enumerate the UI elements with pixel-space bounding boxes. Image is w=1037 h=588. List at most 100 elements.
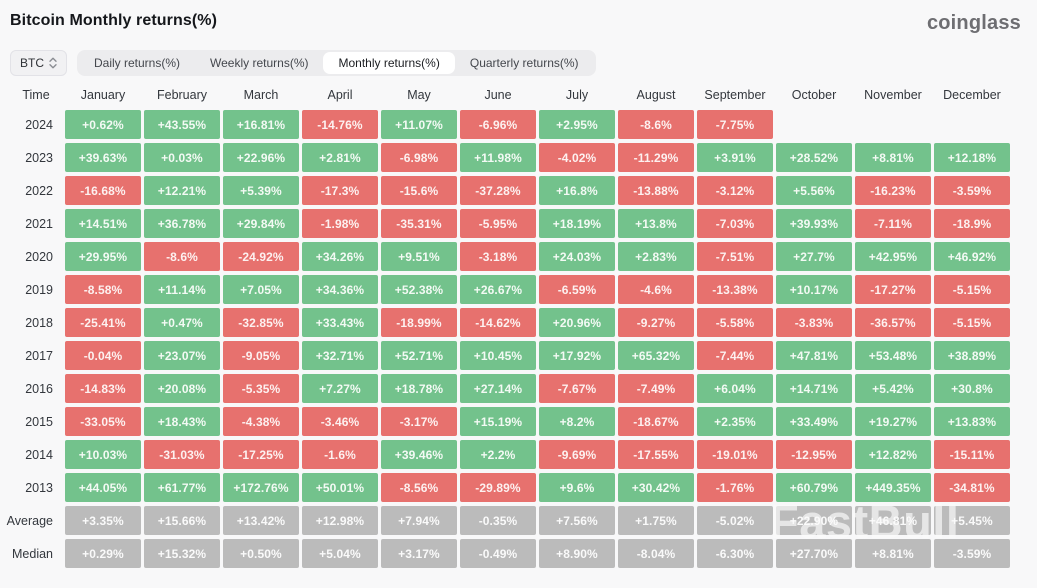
return-cell: +34.26%: [302, 242, 378, 271]
return-cell: +33.43%: [302, 308, 378, 337]
return-cell: +5.39%: [223, 176, 299, 205]
return-cell: -11.29%: [618, 143, 694, 172]
return-cell: +19.27%: [855, 407, 931, 436]
return-cell: +24.03%: [539, 242, 615, 271]
return-cell: +18.19%: [539, 209, 615, 238]
return-cell: +2.83%: [618, 242, 694, 271]
row-label: 2023: [25, 150, 53, 165]
return-cell: +5.42%: [855, 374, 931, 403]
return-cell: +42.95%: [855, 242, 931, 271]
return-cell: +11.07%: [381, 110, 457, 139]
return-cell: +30.42%: [618, 473, 694, 502]
coin-selector-label: BTC: [20, 56, 44, 70]
column-header-march: March: [243, 88, 279, 102]
return-cell: -19.01%: [697, 440, 773, 469]
column-header-row: Time January February March April May June July…: [0, 88, 1037, 102]
table-row-average: Average +3.35% +15.66% +13.42% +12.98% +7.94%…: [0, 506, 1037, 535]
return-cell: +0.50%: [223, 539, 299, 568]
return-cell: -3.59%: [934, 176, 1010, 205]
table-row-2023: 2023 +39.63% +0.03% +22.96% +2.81% -6.98% +11.…: [0, 143, 1037, 172]
return-cell: -7.44%: [697, 341, 773, 370]
row-label: 2020: [25, 249, 53, 264]
return-cell: +449.35%: [855, 473, 931, 502]
return-cell: +20.96%: [539, 308, 615, 337]
coin-selector[interactable]: BTC: [10, 50, 67, 76]
table-row-2024: 2024 +0.62% +43.55% +16.81% -14.76% +11.07% -6…: [0, 110, 1037, 139]
return-cell: +29.84%: [223, 209, 299, 238]
return-cell: +9.51%: [381, 242, 457, 271]
return-cell: +0.47%: [144, 308, 220, 337]
return-cell: -1.6%: [302, 440, 378, 469]
return-cell: +2.2%: [460, 440, 536, 469]
return-cell: -5.02%: [697, 506, 773, 535]
return-cell: -33.05%: [65, 407, 141, 436]
return-cell: -1.98%: [302, 209, 378, 238]
table-row-2014: 2014 +10.03% -31.03% -17.25% -1.6% +39.46% +2.…: [0, 440, 1037, 469]
return-cell: +18.78%: [381, 374, 457, 403]
return-cell: +7.94%: [381, 506, 457, 535]
tab-quarterly-returns[interactable]: Quarterly returns(%): [469, 56, 579, 70]
row-label: 2015: [25, 414, 53, 429]
return-cell: +3.17%: [381, 539, 457, 568]
return-cell: -7.75%: [697, 110, 773, 139]
column-header-november: November: [864, 88, 922, 102]
return-cell: -0.04%: [65, 341, 141, 370]
return-cell: -5.15%: [934, 275, 1010, 304]
return-cell: -3.59%: [934, 539, 1010, 568]
tab-daily-returns[interactable]: Daily returns(%): [94, 56, 181, 70]
row-label: 2022: [25, 183, 53, 198]
return-cell: -13.88%: [618, 176, 694, 205]
return-cell: +172.76%: [223, 473, 299, 502]
return-cell: -0.35%: [460, 506, 536, 535]
return-cell: +23.07%: [144, 341, 220, 370]
table-row-2022: 2022 -16.68% +12.21% +5.39% -17.3% -15.6% -37.…: [0, 176, 1037, 205]
row-label: Median: [12, 546, 53, 561]
tab-weekly-returns[interactable]: Weekly returns(%): [210, 56, 309, 70]
return-cell: +43.55%: [144, 110, 220, 139]
return-cell: +30.8%: [934, 374, 1010, 403]
return-cell: -5.35%: [223, 374, 299, 403]
return-cell: -6.30%: [697, 539, 773, 568]
column-header-october: October: [791, 88, 837, 102]
tab-monthly-returns[interactable]: Monthly returns(%): [323, 52, 455, 74]
return-cell: +29.95%: [65, 242, 141, 271]
return-cell: +33.49%: [776, 407, 852, 436]
return-cell: +3.35%: [65, 506, 141, 535]
return-cell: +50.01%: [302, 473, 378, 502]
return-cell: -37.28%: [460, 176, 536, 205]
table-row-2016: 2016 -14.83% +20.08% -5.35% +7.27% +18.78% +27…: [0, 374, 1037, 403]
return-cell: +13.8%: [618, 209, 694, 238]
return-cell: -8.56%: [381, 473, 457, 502]
return-cell: +26.67%: [460, 275, 536, 304]
return-cell: -7.03%: [697, 209, 773, 238]
return-cell: +7.05%: [223, 275, 299, 304]
return-cell: +10.17%: [776, 275, 852, 304]
column-header-january: January: [80, 88, 126, 102]
return-cell: -32.85%: [223, 308, 299, 337]
return-cell: +20.08%: [144, 374, 220, 403]
return-cell: +28.52%: [776, 143, 852, 172]
return-cell: +47.81%: [776, 341, 852, 370]
return-cell: -5.95%: [460, 209, 536, 238]
column-header-may: May: [407, 88, 431, 102]
return-cell: +7.56%: [539, 506, 615, 535]
row-label: 2024: [25, 117, 53, 132]
return-cell: +15.66%: [144, 506, 220, 535]
return-cell: +5.45%: [934, 506, 1010, 535]
return-cell: -3.12%: [697, 176, 773, 205]
column-header-time: Time: [22, 88, 50, 102]
row-label: 2013: [25, 480, 53, 495]
return-cell: -24.92%: [223, 242, 299, 271]
return-cell: -18.9%: [934, 209, 1010, 238]
return-cell: -7.67%: [539, 374, 615, 403]
return-cell: +22.96%: [223, 143, 299, 172]
column-header-july: July: [565, 88, 589, 102]
return-cell: +15.19%: [460, 407, 536, 436]
return-cell: -3.17%: [381, 407, 457, 436]
row-label: 2021: [25, 216, 53, 231]
row-label: 2017: [25, 348, 53, 363]
return-cell: -0.49%: [460, 539, 536, 568]
table-row-2019: 2019 -8.58% +11.14% +7.05% +34.36% +52.38% +26…: [0, 275, 1037, 304]
table-row-2015: 2015 -33.05% +18.43% -4.38% -3.46% -3.17% +15.…: [0, 407, 1037, 436]
return-cell: +9.6%: [539, 473, 615, 502]
